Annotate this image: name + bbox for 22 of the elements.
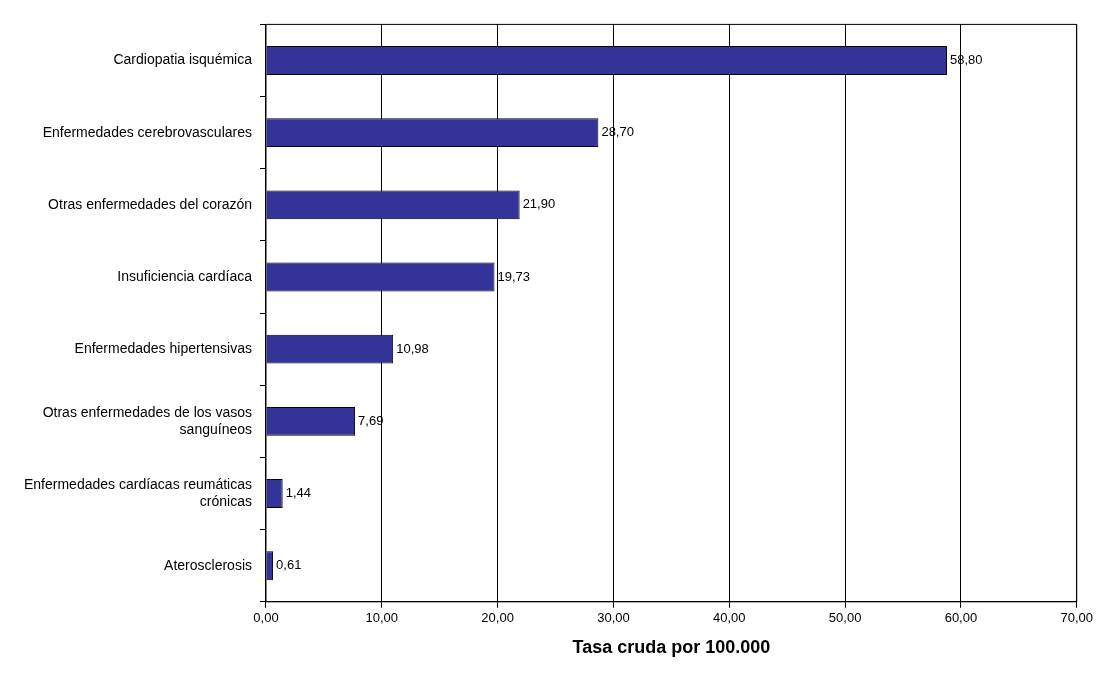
x-tick-label: 60,00 (944, 610, 978, 626)
data-label: 21,90 (522, 196, 556, 212)
y-tick-label: Enfermedades cerebrovasculares (42, 123, 252, 140)
x-tick-label: 0,00 (253, 610, 279, 626)
data-label: 10,98 (396, 340, 429, 356)
x-tick-label: 20,00 (481, 610, 514, 626)
y-tick-label: Otras enfermedades de los vasos sanguíneos (42, 403, 252, 437)
x-tick-label: 50,00 (828, 610, 862, 626)
y-tick-label: Otras enfermedades del corazón (48, 195, 252, 212)
data-label: 1,44 (285, 485, 311, 501)
x-axis-title: Tasa cruda por 100.000 (572, 637, 771, 658)
x-tick-label: 30,00 (597, 610, 630, 626)
x-tick-label: 70,00 (1060, 610, 1094, 626)
data-label: 19,73 (497, 268, 531, 284)
y-tick-label: Enfermedades cardíacas reumáticas crónicas (24, 476, 252, 509)
x-tick-label: 10,00 (365, 610, 399, 626)
y-tick-label: Insuficiencia cardíaca (117, 267, 253, 284)
y-tick-label: Aterosclerosis (164, 556, 252, 573)
x-tick-label: 40,00 (713, 610, 746, 626)
y-tick-label: Cardiopatia isquémica (113, 51, 253, 68)
y-tick-label: Enfermedades hipertensivas (74, 340, 252, 357)
data-label: 0,61 (276, 557, 302, 573)
